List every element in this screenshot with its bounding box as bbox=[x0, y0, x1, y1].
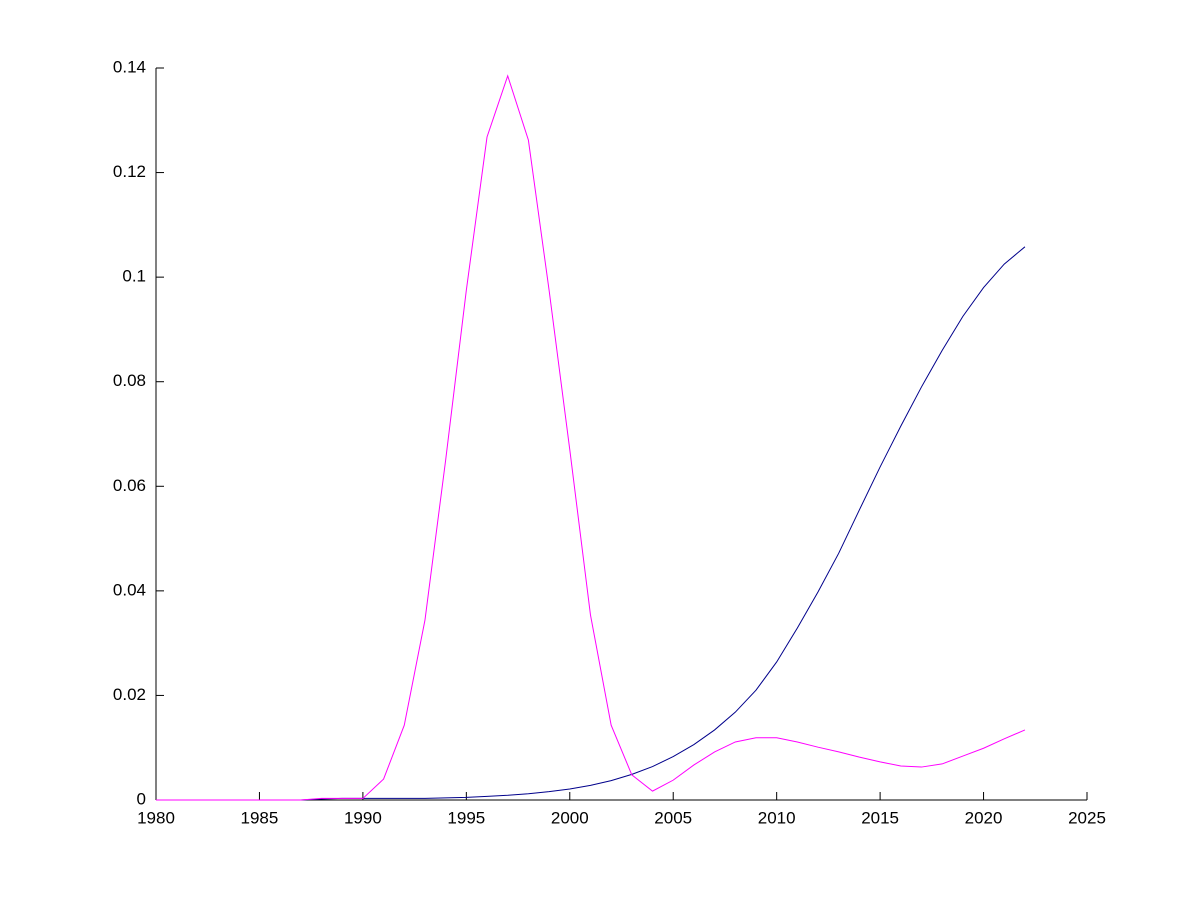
y-tick-label: 0 bbox=[137, 789, 146, 808]
x-tick-label: 2025 bbox=[1068, 808, 1106, 827]
y-tick-label: 0.04 bbox=[113, 580, 146, 599]
x-tick-label: 2020 bbox=[965, 808, 1003, 827]
line-series bbox=[156, 74, 1026, 801]
y-tick-label: 0.08 bbox=[113, 371, 146, 390]
x-tick-label: 2015 bbox=[861, 808, 899, 827]
y-tick-label: 0.12 bbox=[113, 162, 146, 181]
y-tick-label: 0.14 bbox=[113, 57, 146, 76]
line-series bbox=[156, 246, 1026, 801]
x-tick-label: 1980 bbox=[137, 808, 175, 827]
y-tick-label: 0.02 bbox=[113, 685, 146, 704]
x-tick-label: 1985 bbox=[241, 808, 279, 827]
x-tick-label: 2005 bbox=[654, 808, 692, 827]
x-tick-label: 2010 bbox=[758, 808, 796, 827]
x-tick-label: 1990 bbox=[344, 808, 382, 827]
x-tick-label: 2000 bbox=[551, 808, 589, 827]
x-tick-label: 1995 bbox=[447, 808, 485, 827]
y-tick-label: 0.1 bbox=[122, 267, 146, 286]
y-tick-label: 0.06 bbox=[113, 476, 146, 495]
